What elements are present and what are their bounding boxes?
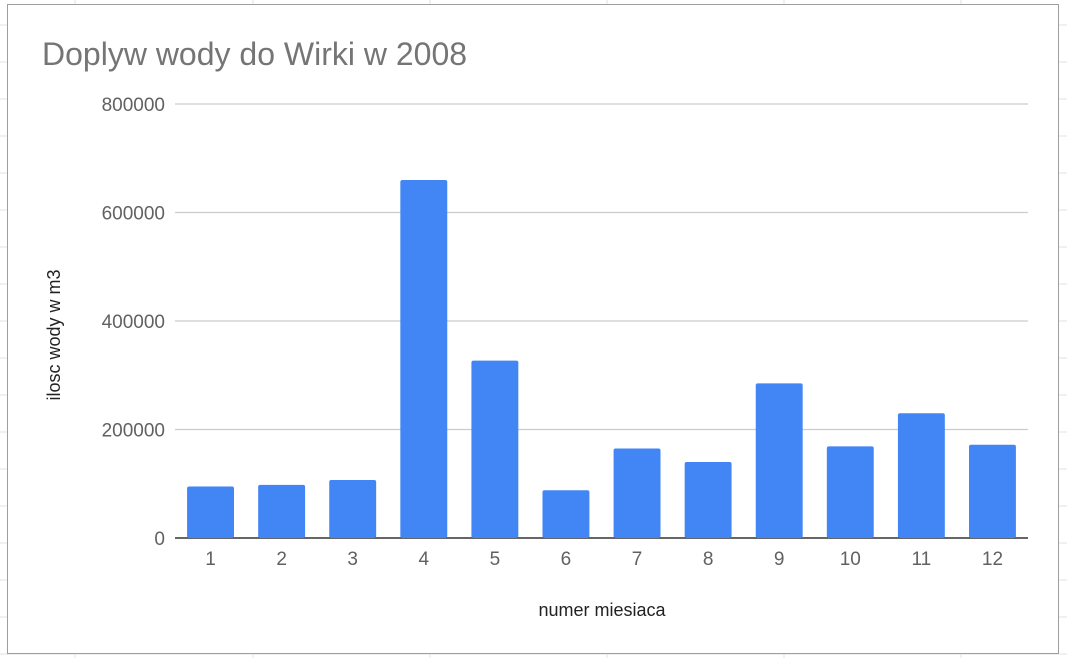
- bar-month-4[interactable]: [400, 179, 448, 538]
- bar-month-10[interactable]: [826, 446, 874, 538]
- bar-month-5[interactable]: [471, 360, 519, 538]
- chart-container[interactable]: Doplyw wody do Wirki w 2008 0 200000 40000…: [7, 4, 1059, 654]
- y-axis-ticks: 0 200000 400000 600000 800000: [102, 95, 165, 550]
- bar-chart: Doplyw wody do Wirki w 2008 0 200000 40000…: [42, 36, 1028, 620]
- chart-title: Doplyw wody do Wirki w 2008: [42, 36, 467, 72]
- bar-month-3[interactable]: [329, 479, 377, 538]
- x-tick-label: 3: [347, 549, 358, 570]
- bar-month-8[interactable]: [684, 462, 732, 538]
- y-tick-label: 400000: [102, 312, 165, 333]
- bar-month-9[interactable]: [755, 383, 803, 538]
- x-tick-label: 1: [205, 549, 216, 570]
- bars: [187, 179, 1016, 538]
- y-axis-title: ilosc wody w m3: [44, 269, 64, 400]
- x-tick-label: 8: [703, 549, 714, 570]
- x-tick-label: 9: [774, 549, 785, 570]
- x-tick-label: 5: [490, 549, 501, 570]
- bar-month-6[interactable]: [542, 490, 590, 538]
- x-tick-label: 10: [840, 549, 861, 570]
- bar-month-7[interactable]: [613, 448, 661, 538]
- bar-month-1[interactable]: [187, 486, 234, 538]
- y-tick-label: 0: [154, 529, 165, 550]
- x-tick-label: 4: [419, 549, 430, 570]
- x-tick-label: 12: [982, 549, 1003, 570]
- x-axis-ticks: 1 2 3 4 5 6 7 8 9 10 11 12: [205, 549, 1003, 570]
- x-tick-label: 6: [561, 549, 572, 570]
- y-tick-label: 600000: [102, 204, 165, 225]
- y-tick-label: 800000: [102, 95, 165, 116]
- y-tick-label: 200000: [102, 421, 165, 442]
- bar-month-11[interactable]: [897, 413, 945, 538]
- gridlines: [175, 103, 1028, 539]
- bar-month-2[interactable]: [258, 484, 306, 538]
- x-tick-label: 11: [912, 549, 932, 570]
- x-tick-label: 7: [632, 549, 643, 570]
- x-tick-label: 2: [276, 549, 287, 570]
- bar-month-12[interactable]: [969, 444, 1016, 538]
- x-axis-title: numer miesiaca: [538, 600, 666, 620]
